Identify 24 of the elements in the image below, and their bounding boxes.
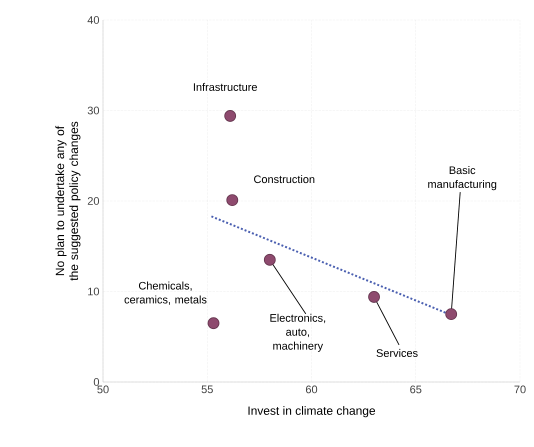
annotation: Electronics, auto, machinery xyxy=(270,314,326,352)
x-tick-label: 70 xyxy=(514,386,526,394)
x-tick-label: 65 xyxy=(410,386,422,394)
point xyxy=(445,308,458,320)
point xyxy=(226,194,238,206)
y-tick-label: 20 xyxy=(88,197,100,205)
x-tick-label: 60 xyxy=(306,386,318,394)
point xyxy=(368,291,380,303)
point xyxy=(208,317,220,330)
annotation: Basic manufacturing xyxy=(428,166,496,190)
annotation: Services xyxy=(376,348,418,357)
x-axis-title: Invest in climate change xyxy=(248,406,376,418)
y-tick-label: 30 xyxy=(88,106,100,114)
point xyxy=(224,110,236,122)
y-tick-label: 0 xyxy=(94,378,100,386)
annotation: Construction xyxy=(254,175,314,184)
y-axis-title: No plan to undertake any of the suggested policy changes xyxy=(55,122,80,281)
x-tick-label: 50 xyxy=(97,386,109,394)
point xyxy=(264,254,276,266)
x-tick-label: 55 xyxy=(202,386,213,394)
y-tick-label: 40 xyxy=(88,16,100,24)
y-tick-label: 10 xyxy=(88,288,100,296)
annotation: Chemicals, ceramics, metals xyxy=(124,282,206,305)
annotation: Infrastructure xyxy=(194,82,257,91)
